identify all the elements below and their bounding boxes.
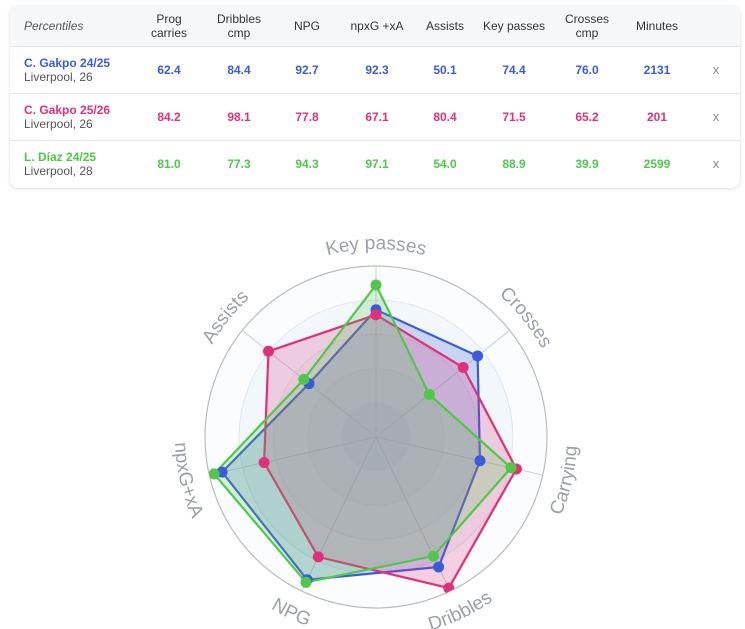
- radar-data-point: [427, 550, 439, 562]
- value-cell: 39.9: [575, 156, 599, 171]
- player-cell[interactable]: C. Gakpo 24/25 Liverpool, 26: [10, 46, 134, 93]
- col-npxg-xa[interactable]: npxG +xA: [350, 18, 404, 33]
- value-cell: 94.3: [295, 156, 319, 171]
- value-cell: 54.0: [433, 156, 457, 171]
- radar-data-point: [370, 309, 382, 321]
- table-row[interactable]: L. Díaz 24/25 Liverpool, 28 81.0 77.3 94…: [10, 140, 740, 187]
- percentile-table: Percentiles Prog carries Dribbles cmp NP…: [10, 6, 740, 187]
- col-npg[interactable]: NPG: [293, 18, 320, 33]
- axis-label: Carrying: [546, 445, 582, 518]
- table-header-row: Percentiles Prog carries Dribbles cmp NP…: [10, 6, 740, 46]
- radar-data-point: [505, 462, 517, 474]
- value-cell: 2131: [643, 62, 671, 77]
- radar-data-point: [474, 455, 486, 467]
- player-cell[interactable]: L. Díaz 24/25 Liverpool, 28: [10, 140, 134, 187]
- remove-player-button[interactable]: x: [712, 62, 720, 77]
- axis-label: Key passes: [324, 233, 429, 260]
- value-cell: 77.3: [227, 156, 251, 171]
- value-cell: 84.2: [157, 109, 181, 124]
- axis-label-text: Key passes: [324, 233, 429, 260]
- remove-player-button[interactable]: x: [712, 156, 720, 172]
- col-key-passes[interactable]: Key passes: [482, 18, 546, 33]
- player-club: Liverpool, 28: [24, 163, 93, 178]
- value-cell: 65.2: [575, 109, 599, 124]
- radar-data-point: [300, 576, 312, 588]
- value-cell: 77.8: [295, 109, 319, 124]
- col-minutes[interactable]: Minutes: [635, 18, 679, 33]
- table-row[interactable]: C. Gakpo 25/26 Liverpool, 26 84.2 98.1 7…: [10, 93, 740, 140]
- radar-spoke: [375, 329, 511, 438]
- value-cell: 2599: [643, 156, 671, 171]
- radar-series-group: [208, 279, 522, 594]
- value-cell: 76.0: [575, 62, 599, 77]
- value-cell: 81.0: [157, 156, 181, 171]
- radar-data-point: [472, 350, 484, 362]
- col-assists[interactable]: Assists: [425, 18, 464, 33]
- radar-series-area: [263, 313, 518, 590]
- radar-data-point: [263, 345, 274, 357]
- value-cell: 201: [646, 109, 668, 124]
- value-cell: 88.9: [502, 156, 526, 171]
- value-cell: 80.4: [433, 109, 457, 124]
- player-name: C. Gakpo 24/25: [24, 55, 111, 70]
- axis-label: npxG+xA: [170, 442, 207, 521]
- value-cell: 98.1: [227, 109, 251, 124]
- radar-data-point: [433, 561, 445, 573]
- radar-data-point: [298, 373, 310, 385]
- comparison-table-card: Percentiles Prog carries Dribbles cmp NP…: [10, 6, 740, 188]
- radar-data-point: [370, 279, 382, 291]
- radar-series-area: [221, 308, 482, 581]
- axis-label-text: Carrying: [546, 445, 582, 518]
- radar-spoke: [209, 436, 377, 476]
- radar-data-point: [423, 389, 435, 400]
- value-cell: 84.4: [227, 62, 251, 77]
- col-prog-carries[interactable]: Prog carries: [150, 11, 187, 40]
- value-cell: 74.4: [502, 62, 526, 77]
- radar-series-area: [213, 283, 513, 584]
- axis-label-text: npxG+xA: [170, 442, 207, 521]
- axis-label-text: NPG: [268, 594, 314, 629]
- value-cell: 71.5: [502, 109, 526, 124]
- radar-data-point: [457, 362, 469, 373]
- value-cell: 67.1: [365, 109, 389, 124]
- value-cell: 92.3: [365, 62, 389, 77]
- radar-data-point: [208, 468, 220, 480]
- axis-label: NPG: [268, 594, 314, 629]
- value-cell: 50.1: [433, 62, 457, 77]
- radar-spoke: [301, 436, 377, 592]
- value-cell: 97.1: [365, 156, 389, 171]
- player-name: L. Díaz 24/25: [24, 149, 97, 164]
- table-row[interactable]: C. Gakpo 24/25 Liverpool, 26 62.4 84.4 9…: [10, 46, 740, 93]
- radar-data-point: [258, 457, 270, 468]
- remove-player-button[interactable]: x: [712, 109, 720, 124]
- value-cell: 92.7: [295, 62, 319, 77]
- player-cell[interactable]: C. Gakpo 25/26 Liverpool, 26: [10, 93, 134, 140]
- player-club: Liverpool, 26: [24, 116, 93, 131]
- player-club: Liverpool, 26: [24, 69, 93, 84]
- col-crosses-cmp[interactable]: Crosses cmp: [564, 11, 609, 40]
- radar-data-point: [312, 551, 324, 563]
- percentiles-header: Percentiles: [24, 18, 84, 33]
- col-dribbles-cmp[interactable]: Dribbles cmp: [216, 11, 261, 40]
- player-name: C. Gakpo 25/26: [24, 102, 111, 117]
- value-cell: 62.4: [157, 62, 181, 77]
